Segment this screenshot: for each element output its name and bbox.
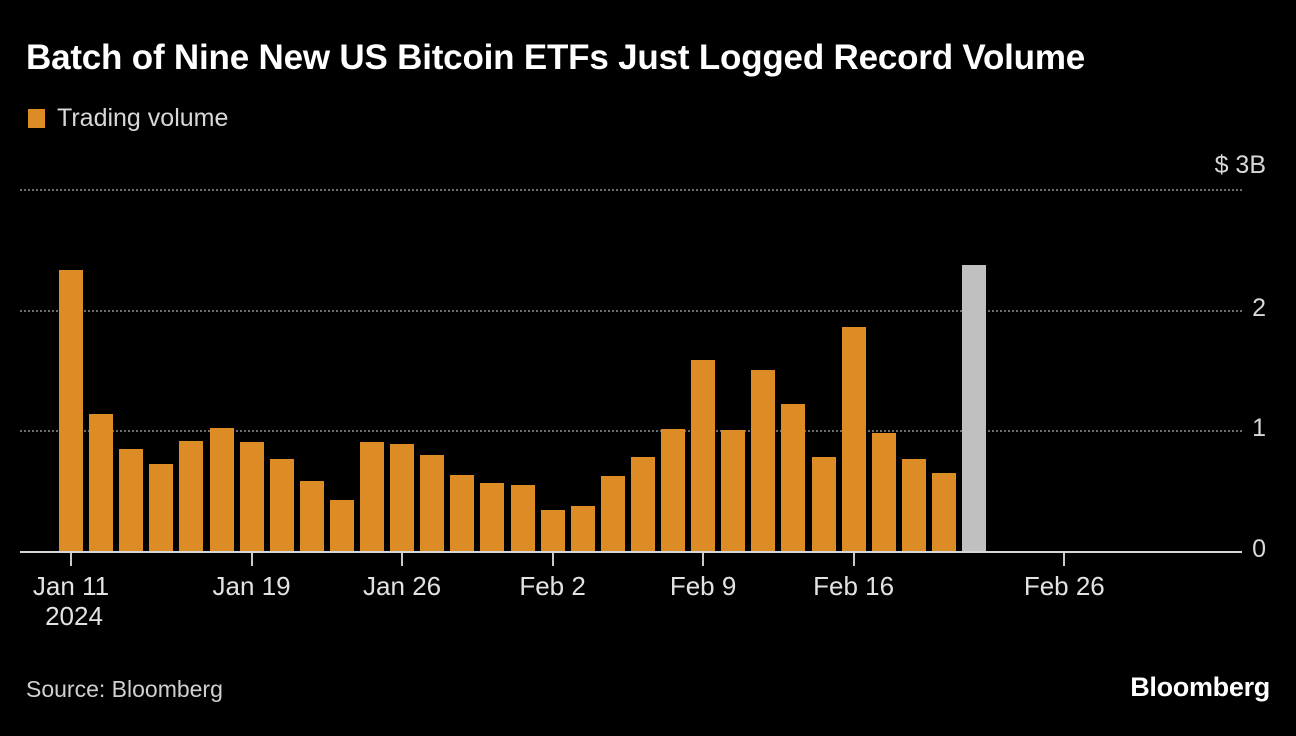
y-axis-label-3: $ 3B: [1214, 151, 1266, 180]
bar-feb-13: [721, 430, 746, 551]
bar-jan-16: [119, 448, 144, 551]
bar-jan-29: [390, 443, 415, 551]
bar-feb-26: [962, 265, 986, 551]
bar-jan-11: [59, 270, 83, 551]
bar-jan-25: [329, 500, 354, 551]
x-axis-label-1: Jan 19: [212, 571, 291, 601]
bar-jan-24: [299, 481, 324, 551]
legend-swatch-trading-volume: [28, 109, 45, 128]
x-axis-tick-6: [1063, 553, 1066, 566]
y-axis-label-0: 0: [1252, 535, 1266, 563]
x-axis-tick-4: [702, 553, 705, 566]
bar-feb-20: [841, 326, 866, 551]
bar-feb-12: [691, 360, 716, 551]
bar-jan-18: [179, 441, 204, 551]
bar-feb-8: [630, 456, 655, 551]
y-axis-label-1: 1: [1252, 414, 1266, 443]
x-axis-label-2: Jan 26: [363, 571, 442, 601]
bar-feb-23: [931, 472, 956, 551]
bar-jan-12: [89, 413, 114, 551]
bar-feb-14: [751, 370, 776, 551]
gridline-3: [20, 189, 1242, 192]
bar-feb-7: [600, 476, 625, 551]
chart-title: Batch of Nine New US Bitcoin ETFs Just L…: [26, 38, 1086, 77]
x-axis-tick-5: [852, 553, 855, 566]
x-axis-label-6: Feb 26: [1023, 571, 1105, 601]
y-axis-label-2: 2: [1252, 293, 1266, 322]
source-note: Source: Bloomberg: [26, 676, 223, 702]
x-axis-year-label: 2024: [45, 600, 103, 631]
bar-feb-21: [871, 432, 896, 551]
bar-feb-6: [570, 506, 595, 551]
gridline-2: [20, 309, 1242, 312]
x-axis-line: [20, 551, 1242, 553]
x-axis-tick-3: [551, 553, 554, 566]
x-axis-label-4: Feb 9: [669, 571, 737, 601]
x-axis-tick-2: [401, 553, 404, 566]
bar-jan-31: [450, 475, 475, 551]
gridline-1: [20, 430, 1242, 433]
bar-jan-26: [360, 442, 384, 551]
bar-jan-19: [209, 428, 234, 551]
bar-feb-15: [781, 403, 806, 551]
legend-label-trading-volume: Trading volume: [57, 104, 229, 132]
bar-jan-22: [239, 442, 264, 551]
x-axis-tick-1: [250, 553, 253, 566]
bar-feb-22: [901, 459, 926, 551]
bar-feb-16: [811, 456, 836, 551]
x-axis-tick-0: [70, 553, 72, 566]
bar-jan-17: [149, 464, 174, 551]
bar-feb-9: [661, 429, 685, 551]
bar-jan-30: [420, 454, 445, 551]
x-axis-label-0: Jan 11 2024: [32, 571, 110, 631]
x-axis-label-5: Feb 16: [813, 571, 895, 601]
bar-feb-1: [480, 483, 505, 551]
bar-jan-23: [269, 459, 294, 551]
x-axis-label-3: Feb 2: [519, 571, 586, 601]
bar-feb-2: [510, 484, 535, 551]
bar-feb-5: [540, 510, 565, 551]
chart-legend: Trading volume: [28, 106, 228, 131]
bloomberg-logo: Bloomberg: [1130, 672, 1270, 702]
